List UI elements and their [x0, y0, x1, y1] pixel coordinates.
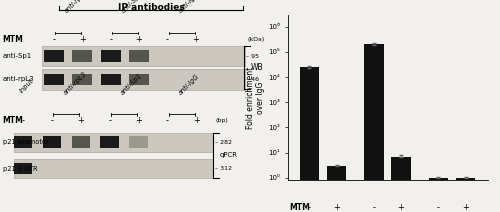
- Bar: [100, 50, 121, 62]
- Text: +: +: [462, 203, 469, 212]
- Text: anti-rpL3: anti-rpL3: [64, 0, 90, 14]
- Bar: [327, 166, 346, 212]
- Text: – 95: – 95: [246, 54, 258, 59]
- Text: +: +: [398, 203, 404, 212]
- Bar: [130, 136, 148, 148]
- Bar: [300, 67, 319, 212]
- Bar: [129, 50, 149, 62]
- Text: MTM: MTM: [290, 203, 310, 212]
- Text: Input: Input: [18, 78, 35, 94]
- Text: -: -: [437, 203, 440, 212]
- Bar: [72, 50, 92, 62]
- Text: -: -: [52, 35, 56, 44]
- Bar: [100, 74, 121, 85]
- Text: MTM: MTM: [2, 116, 24, 125]
- Text: -: -: [166, 116, 169, 125]
- Bar: [14, 159, 213, 178]
- Text: +: +: [333, 203, 340, 212]
- Bar: [14, 132, 213, 152]
- Text: – 312: – 312: [214, 166, 232, 171]
- Bar: [14, 163, 32, 174]
- Bar: [456, 178, 475, 212]
- Bar: [44, 74, 64, 85]
- Bar: [100, 136, 119, 148]
- Text: +: +: [192, 35, 199, 44]
- Text: anti-IgG: anti-IgG: [178, 0, 201, 14]
- Text: anti-IgG: anti-IgG: [178, 73, 201, 96]
- Bar: [14, 136, 32, 148]
- Text: MTM: MTM: [2, 35, 24, 44]
- Text: anti-rpL3: anti-rpL3: [2, 77, 34, 82]
- Text: anti-Sp1: anti-Sp1: [120, 0, 144, 14]
- Text: -: -: [109, 35, 112, 44]
- Text: -: -: [50, 116, 53, 125]
- Text: anti-Sp1: anti-Sp1: [2, 53, 32, 59]
- Text: +: +: [136, 35, 142, 44]
- Text: -: -: [108, 116, 111, 125]
- Bar: [42, 70, 245, 89]
- Bar: [72, 136, 90, 148]
- Text: IP antibodies: IP antibodies: [118, 3, 184, 12]
- Bar: [129, 74, 149, 85]
- Text: +: +: [78, 116, 84, 125]
- Text: p21 promoter: p21 promoter: [2, 139, 48, 145]
- Text: (bp): (bp): [216, 118, 229, 123]
- Bar: [42, 136, 61, 148]
- Text: -: -: [166, 35, 169, 44]
- Text: WB: WB: [251, 63, 264, 72]
- Bar: [44, 50, 64, 62]
- Text: +: +: [135, 116, 142, 125]
- Text: – 46: – 46: [246, 77, 258, 82]
- Text: +: +: [193, 116, 200, 125]
- Bar: [364, 45, 384, 212]
- Text: p21 3’UTR: p21 3’UTR: [2, 166, 37, 172]
- Y-axis label: Fold enrichment
over IgG: Fold enrichment over IgG: [246, 66, 265, 129]
- Text: – 282: – 282: [214, 139, 232, 145]
- Text: anti-rpL3: anti-rpL3: [62, 71, 88, 96]
- Text: (kDa): (kDa): [247, 37, 264, 42]
- Bar: [72, 74, 92, 85]
- Bar: [392, 156, 410, 212]
- Text: anti-Sp1: anti-Sp1: [120, 73, 144, 96]
- Bar: [429, 178, 448, 212]
- Bar: [42, 46, 245, 66]
- Text: -: -: [22, 116, 25, 125]
- Text: +: +: [79, 35, 86, 44]
- Text: qPCR: qPCR: [220, 152, 238, 158]
- Text: -: -: [372, 203, 376, 212]
- Text: -: -: [308, 203, 311, 212]
